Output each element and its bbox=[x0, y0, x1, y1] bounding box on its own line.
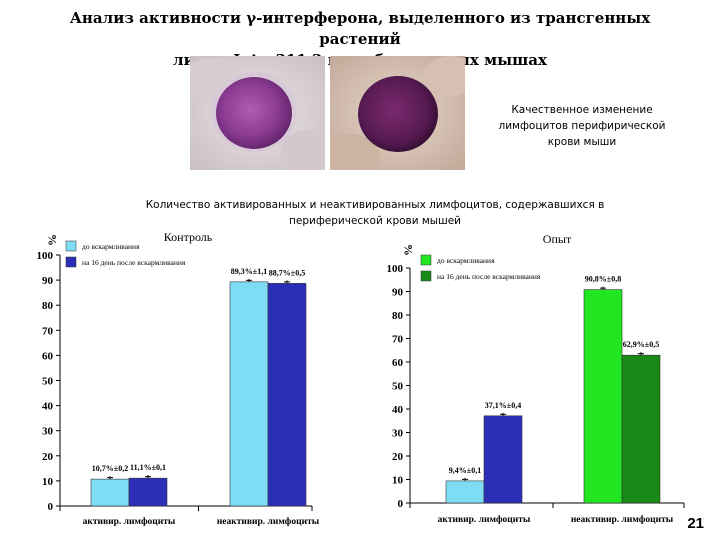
caption-right-line-3: крови мыши bbox=[547, 136, 617, 148]
chart-1-bar-0-1 bbox=[583, 289, 623, 504]
chart-0-bar-1-1 bbox=[267, 283, 307, 507]
chart-0-y-tick-label-9: 90 bbox=[42, 275, 54, 287]
chart-1-y-tick-label-10: 100 bbox=[387, 263, 404, 275]
chart-0-title: Контроль bbox=[164, 230, 213, 244]
caption-lymphocyte-count: Количество активированных и неактивирова… bbox=[105, 197, 645, 229]
chart-0-category-label-1: неактивир. лимфоциты bbox=[217, 516, 320, 527]
chart-0-ylabel: % bbox=[45, 234, 59, 246]
chart-0-y-tick-label-8: 80 bbox=[42, 300, 54, 312]
chart-1-y-tick-label-2: 20 bbox=[392, 451, 404, 463]
lymphocyte-control-photo bbox=[190, 56, 325, 170]
chart-0-bar-1-0 bbox=[128, 477, 168, 507]
chart-0-data-label-0-0: 10,7%±0,2 bbox=[92, 464, 128, 473]
chart-0-legend-swatch-0 bbox=[65, 240, 77, 252]
chart-0-legend-label-1: на 16 день после вскармливания bbox=[82, 258, 186, 267]
chart-0-legend-swatch-1 bbox=[65, 256, 77, 268]
caption-right-line-1: Качественное изменение bbox=[511, 104, 653, 116]
chart-0-y-tick-label-2: 20 bbox=[42, 451, 54, 463]
chart-1-legend-swatch-1 bbox=[420, 270, 432, 282]
chart-1-data-label-1-0: 37,1%±0,4 bbox=[485, 401, 521, 410]
chart-1-y-tick-label-0: 0 bbox=[398, 498, 404, 510]
chart-0-bar-0-1 bbox=[229, 281, 269, 507]
chart-1-data-label-0-0: 9,4%±0,1 bbox=[449, 466, 481, 475]
chart-1-y-tick-label-3: 30 bbox=[392, 428, 404, 440]
chart-0-y-tick-label-5: 50 bbox=[42, 376, 54, 388]
chart-1-bar-0-0 bbox=[445, 480, 485, 504]
caption-mid-line-1: Количество активированных и неактивирова… bbox=[145, 199, 605, 211]
chart-0-y-tick-label-0: 0 bbox=[48, 501, 54, 513]
caption-right-line-2: лимфоцитов перифирической bbox=[498, 120, 666, 132]
chart-1-y-tick-label-8: 80 bbox=[392, 310, 404, 322]
chart-1-legend-label-1: на 16 день после вскармливания bbox=[437, 272, 541, 281]
chart-1-bar-1-0 bbox=[483, 415, 523, 504]
chart-0-data-label-1-0: 11,1%±0,1 bbox=[130, 463, 166, 472]
chart-1-data-label-0-1: 90,8%±0,8 bbox=[585, 275, 621, 284]
caption-qualitative-change: Качественное изменение лимфоцитов перифи… bbox=[482, 102, 682, 150]
chart-1-y-tick-label-4: 40 bbox=[392, 404, 404, 416]
chart-1-y-tick-label-9: 90 bbox=[392, 287, 404, 299]
chart-0-y-tick-label-3: 30 bbox=[42, 426, 54, 438]
chart-0-bar-0-0 bbox=[90, 478, 130, 507]
chart-1-bar-1-1 bbox=[621, 354, 661, 504]
chart-0-y-tick-label-7: 70 bbox=[42, 325, 54, 337]
caption-mid-line-2: периферической крови мышей bbox=[289, 215, 461, 227]
chart-1-y-tick-label-1: 10 bbox=[392, 475, 404, 487]
chart-0-y-tick-label-4: 40 bbox=[42, 401, 54, 413]
title-line-1: Анализ активности γ-интерферона, выделен… bbox=[69, 9, 651, 48]
page-number: 21 bbox=[687, 515, 704, 532]
chart-0-data-label-1-1: 88,7%±0,5 bbox=[269, 268, 305, 277]
chart-0-y-tick-label-10: 100 bbox=[37, 250, 54, 262]
chart-1-title: Опыт bbox=[543, 232, 572, 246]
chart-1-legend-label-0: до вскармливания bbox=[437, 256, 495, 265]
chart-1-category-label-1: неактивир. лимфоциты bbox=[571, 514, 674, 525]
lymphocyte-experiment-photo bbox=[330, 56, 465, 170]
chart-0-legend-label-0: до вскармливания bbox=[82, 242, 140, 251]
chart-0-category-label-0: активир. лимфоциты bbox=[83, 516, 176, 527]
chart-0-y-tick-label-1: 10 bbox=[42, 476, 54, 488]
chart-1-data-label-1-1: 62,9%±0,5 bbox=[623, 340, 659, 349]
chart-1-y-tick-label-6: 60 bbox=[392, 357, 404, 369]
chart-1-category-label-0: активир. лимфоциты bbox=[438, 514, 531, 525]
chart-1-y-tick-label-7: 70 bbox=[392, 334, 404, 346]
chart-0-y-tick-label-6: 60 bbox=[42, 350, 54, 362]
chart-1-legend-swatch-0 bbox=[420, 254, 432, 266]
chart-1-y-tick-label-5: 50 bbox=[392, 381, 404, 393]
chart-0-data-label-0-1: 89,3%±1,1 bbox=[231, 267, 267, 276]
chart-1-ylabel: % bbox=[401, 244, 415, 256]
